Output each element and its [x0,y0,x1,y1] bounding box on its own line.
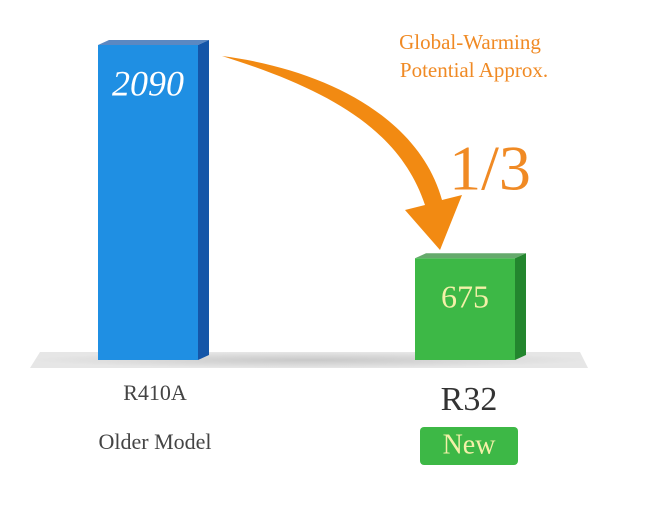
annotation: Potential Approx. [400,58,548,82]
bar-top [98,40,209,45]
arrow [222,56,462,250]
annotation: Global-Warming [399,30,541,54]
ratio-label: 1/3 [449,133,531,204]
category-sublabel: Older Model [98,429,211,454]
bar-side [198,40,209,360]
category-label: R410A [123,380,187,405]
value-label: 675 [441,279,489,315]
category-sublabel: New [443,429,497,460]
category-label: R32 [441,381,498,418]
new-badge [420,427,518,465]
bar [415,258,515,360]
bar-side [515,253,526,360]
bar-top [415,253,526,259]
bar [98,45,198,360]
value-label: 2090 [112,63,184,103]
